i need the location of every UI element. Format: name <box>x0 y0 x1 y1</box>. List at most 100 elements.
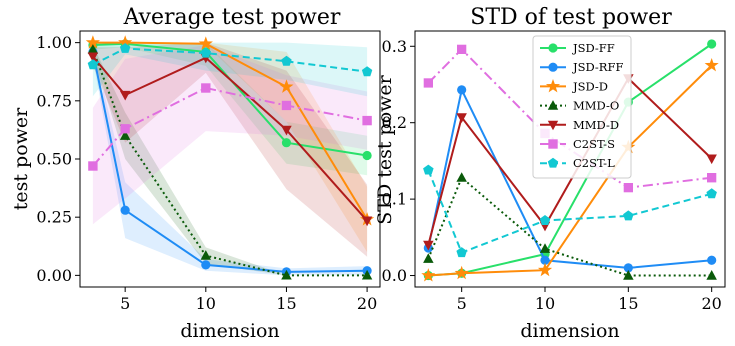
point-c2st_l <box>623 210 634 221</box>
point-jsd_rff <box>623 263 633 273</box>
chart-title-left: Average test power <box>123 5 341 30</box>
point-c2st_s <box>88 161 98 171</box>
point-mmd_o <box>361 269 373 280</box>
point-mmd_d <box>423 240 434 251</box>
y-tick-label: 1.00 <box>36 33 72 52</box>
x-tick-label: 5 <box>457 294 467 313</box>
point-jsd_d <box>421 268 436 282</box>
legend-label: JSD-FF <box>572 41 615 55</box>
point-jsd_d <box>279 79 294 93</box>
point-c2st_l <box>456 247 467 258</box>
point-mmd_d <box>87 52 99 63</box>
x-tick-label: 10 <box>196 294 216 313</box>
point-jsd_ff <box>707 39 717 49</box>
point-jsd_rff <box>457 85 467 95</box>
point-jsd_d <box>118 35 133 49</box>
point-mmd_d <box>706 154 717 165</box>
point-c2st_l <box>87 59 99 70</box>
point-jsd_rff <box>707 255 717 265</box>
point-mmd_o <box>281 269 292 280</box>
point-c2st_s <box>623 183 633 193</box>
y-tick-label: 0.25 <box>36 208 72 227</box>
legend-label: JSD-D <box>572 79 608 93</box>
band-jsd_rff <box>92 45 368 276</box>
series-c2st_l <box>87 43 373 77</box>
series-c2st_s <box>88 83 372 171</box>
legend-label: MMD-D <box>573 118 619 132</box>
legend-marker <box>547 100 559 110</box>
point-jsd_d <box>85 35 100 49</box>
x-tick-label: 5 <box>120 294 130 313</box>
x-tick-label: 15 <box>276 294 296 313</box>
legend-item-c2st_s: C2ST-S <box>540 137 615 151</box>
point-c2st_l <box>281 55 292 66</box>
series-mmd_o <box>87 44 373 280</box>
band-c2st_l <box>92 42 368 97</box>
panel-average-power: Average test power 5 10 15 20 0.00 0.25 0.50 0.… <box>10 5 381 342</box>
chart-title-right: STD of test power <box>470 5 672 30</box>
legend-marker <box>548 139 558 149</box>
x-tick-label: 20 <box>357 294 377 313</box>
legend-label: C2ST-S <box>573 137 615 151</box>
point-mmd_o <box>119 130 131 140</box>
point-jsd_rff <box>201 260 211 270</box>
x-axis-label-right: dimension <box>520 320 619 342</box>
band-mmd_d <box>92 42 368 257</box>
legend-item-c2st_l: C2ST-L <box>540 156 615 170</box>
y-tick-label: 0.1 <box>382 190 407 209</box>
axes-frame-right <box>414 30 726 288</box>
y-tick-label: 0.75 <box>36 91 72 110</box>
legend-item-jsd_rff: JSD-RFF <box>540 60 623 74</box>
legend-marker <box>545 79 561 93</box>
point-c2st_s <box>707 173 717 183</box>
point-mmd_d <box>456 113 467 123</box>
point-mmd_o <box>87 44 99 54</box>
legend-marker <box>547 157 559 168</box>
x-tick-label: 10 <box>535 294 555 313</box>
panel-std-power: STD of test power 5 10 15 20 0.0 0.1 0.2 0.3 di… <box>374 5 726 342</box>
point-c2st_s <box>201 83 211 93</box>
band-c2st_s <box>92 45 368 225</box>
point-c2st_l <box>361 66 373 77</box>
point-c2st_s <box>281 100 292 111</box>
legend-marker <box>547 120 559 131</box>
x-tick-label: 20 <box>701 294 721 313</box>
series-jsd_rff <box>423 85 717 273</box>
x-axis-label-left: dimension <box>180 320 279 342</box>
band-mmd_o <box>92 45 368 276</box>
plot-area-left <box>85 35 375 280</box>
point-jsd_d <box>537 262 553 277</box>
point-c2st_l <box>539 215 551 225</box>
point-jsd_d <box>704 58 719 72</box>
point-c2st_l <box>119 43 131 53</box>
point-c2st_l <box>200 47 211 58</box>
legend-item-mmd_o: MMD-O <box>540 99 619 113</box>
point-jsd_rff <box>540 255 550 265</box>
y-tick-label: 0.00 <box>36 266 72 285</box>
point-mmd_o <box>200 250 211 260</box>
series-c2st_l <box>423 164 717 258</box>
point-c2st_s <box>362 115 372 126</box>
line-c2st_s <box>92 86 368 167</box>
band-jsd_d <box>92 42 368 253</box>
point-c2st_s <box>423 78 433 88</box>
line-mmd_o <box>427 176 712 277</box>
point-mmd_d <box>119 90 131 101</box>
plot-area-right <box>421 39 719 282</box>
point-c2st_s <box>120 124 130 134</box>
point-jsd_ff <box>281 138 292 148</box>
point-mmd_o <box>456 172 467 182</box>
point-c2st_l <box>423 164 434 175</box>
point-mmd_o <box>623 270 634 280</box>
legend-label: JSD-RFF <box>572 60 623 74</box>
y-axis-label-left: test power <box>10 107 32 210</box>
legend-marker <box>548 62 558 72</box>
legend-item-jsd_ff: JSD-FF <box>540 41 615 55</box>
point-mmd_d <box>281 125 292 136</box>
y-tick-label: 0.0 <box>382 266 407 285</box>
point-jsd_ff <box>362 150 372 161</box>
y-tick-label: 0.50 <box>36 150 72 169</box>
point-mmd_o <box>539 243 551 253</box>
legend-label: MMD-O <box>573 99 619 113</box>
